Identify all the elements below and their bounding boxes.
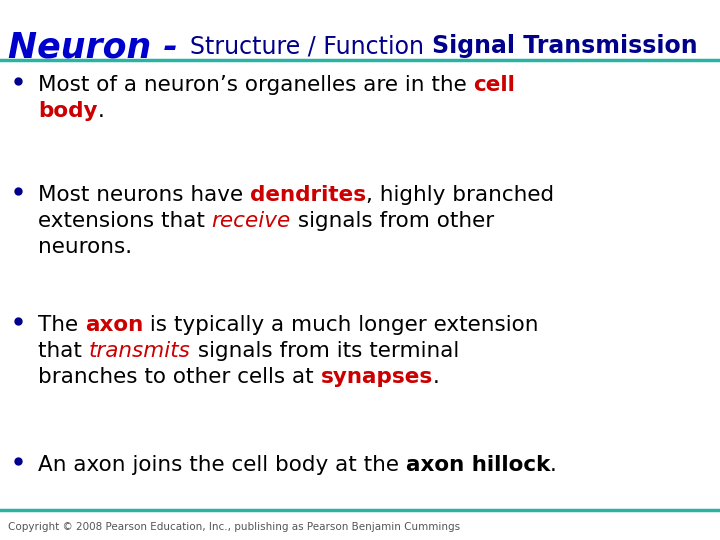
Text: .: . [97, 101, 104, 121]
Text: An axon joins the cell body at the: An axon joins the cell body at the [38, 455, 406, 475]
Text: Most neurons have: Most neurons have [38, 185, 250, 205]
Text: is typically a much longer extension: is typically a much longer extension [143, 315, 539, 335]
Text: extensions that: extensions that [38, 211, 212, 231]
Text: Most of a neuron’s organelles are in the: Most of a neuron’s organelles are in the [38, 75, 474, 95]
Text: .: . [433, 367, 440, 387]
Text: that: that [38, 341, 89, 361]
Text: , highly branched: , highly branched [366, 185, 554, 205]
Text: .: . [550, 455, 557, 475]
Text: signals from its terminal: signals from its terminal [191, 341, 459, 361]
Text: Copyright © 2008 Pearson Education, Inc., publishing as Pearson Benjamin Cumming: Copyright © 2008 Pearson Education, Inc.… [8, 522, 460, 532]
Text: Signal Transmission: Signal Transmission [432, 34, 698, 58]
Text: dendrites: dendrites [250, 185, 366, 205]
Text: neurons.: neurons. [38, 237, 132, 257]
Text: branches to other cells at: branches to other cells at [38, 367, 320, 387]
Text: axon hillock: axon hillock [406, 455, 550, 475]
Text: receive: receive [212, 211, 291, 231]
Text: axon: axon [85, 315, 143, 335]
Text: The: The [38, 315, 85, 335]
Text: signals from other: signals from other [291, 211, 494, 231]
Text: cell: cell [474, 75, 516, 95]
Text: synapses: synapses [320, 367, 433, 387]
Text: transmits: transmits [89, 341, 191, 361]
Text: Structure / Function: Structure / Function [190, 34, 424, 58]
Text: Neuron -: Neuron - [8, 30, 190, 64]
Text: body: body [38, 101, 97, 121]
